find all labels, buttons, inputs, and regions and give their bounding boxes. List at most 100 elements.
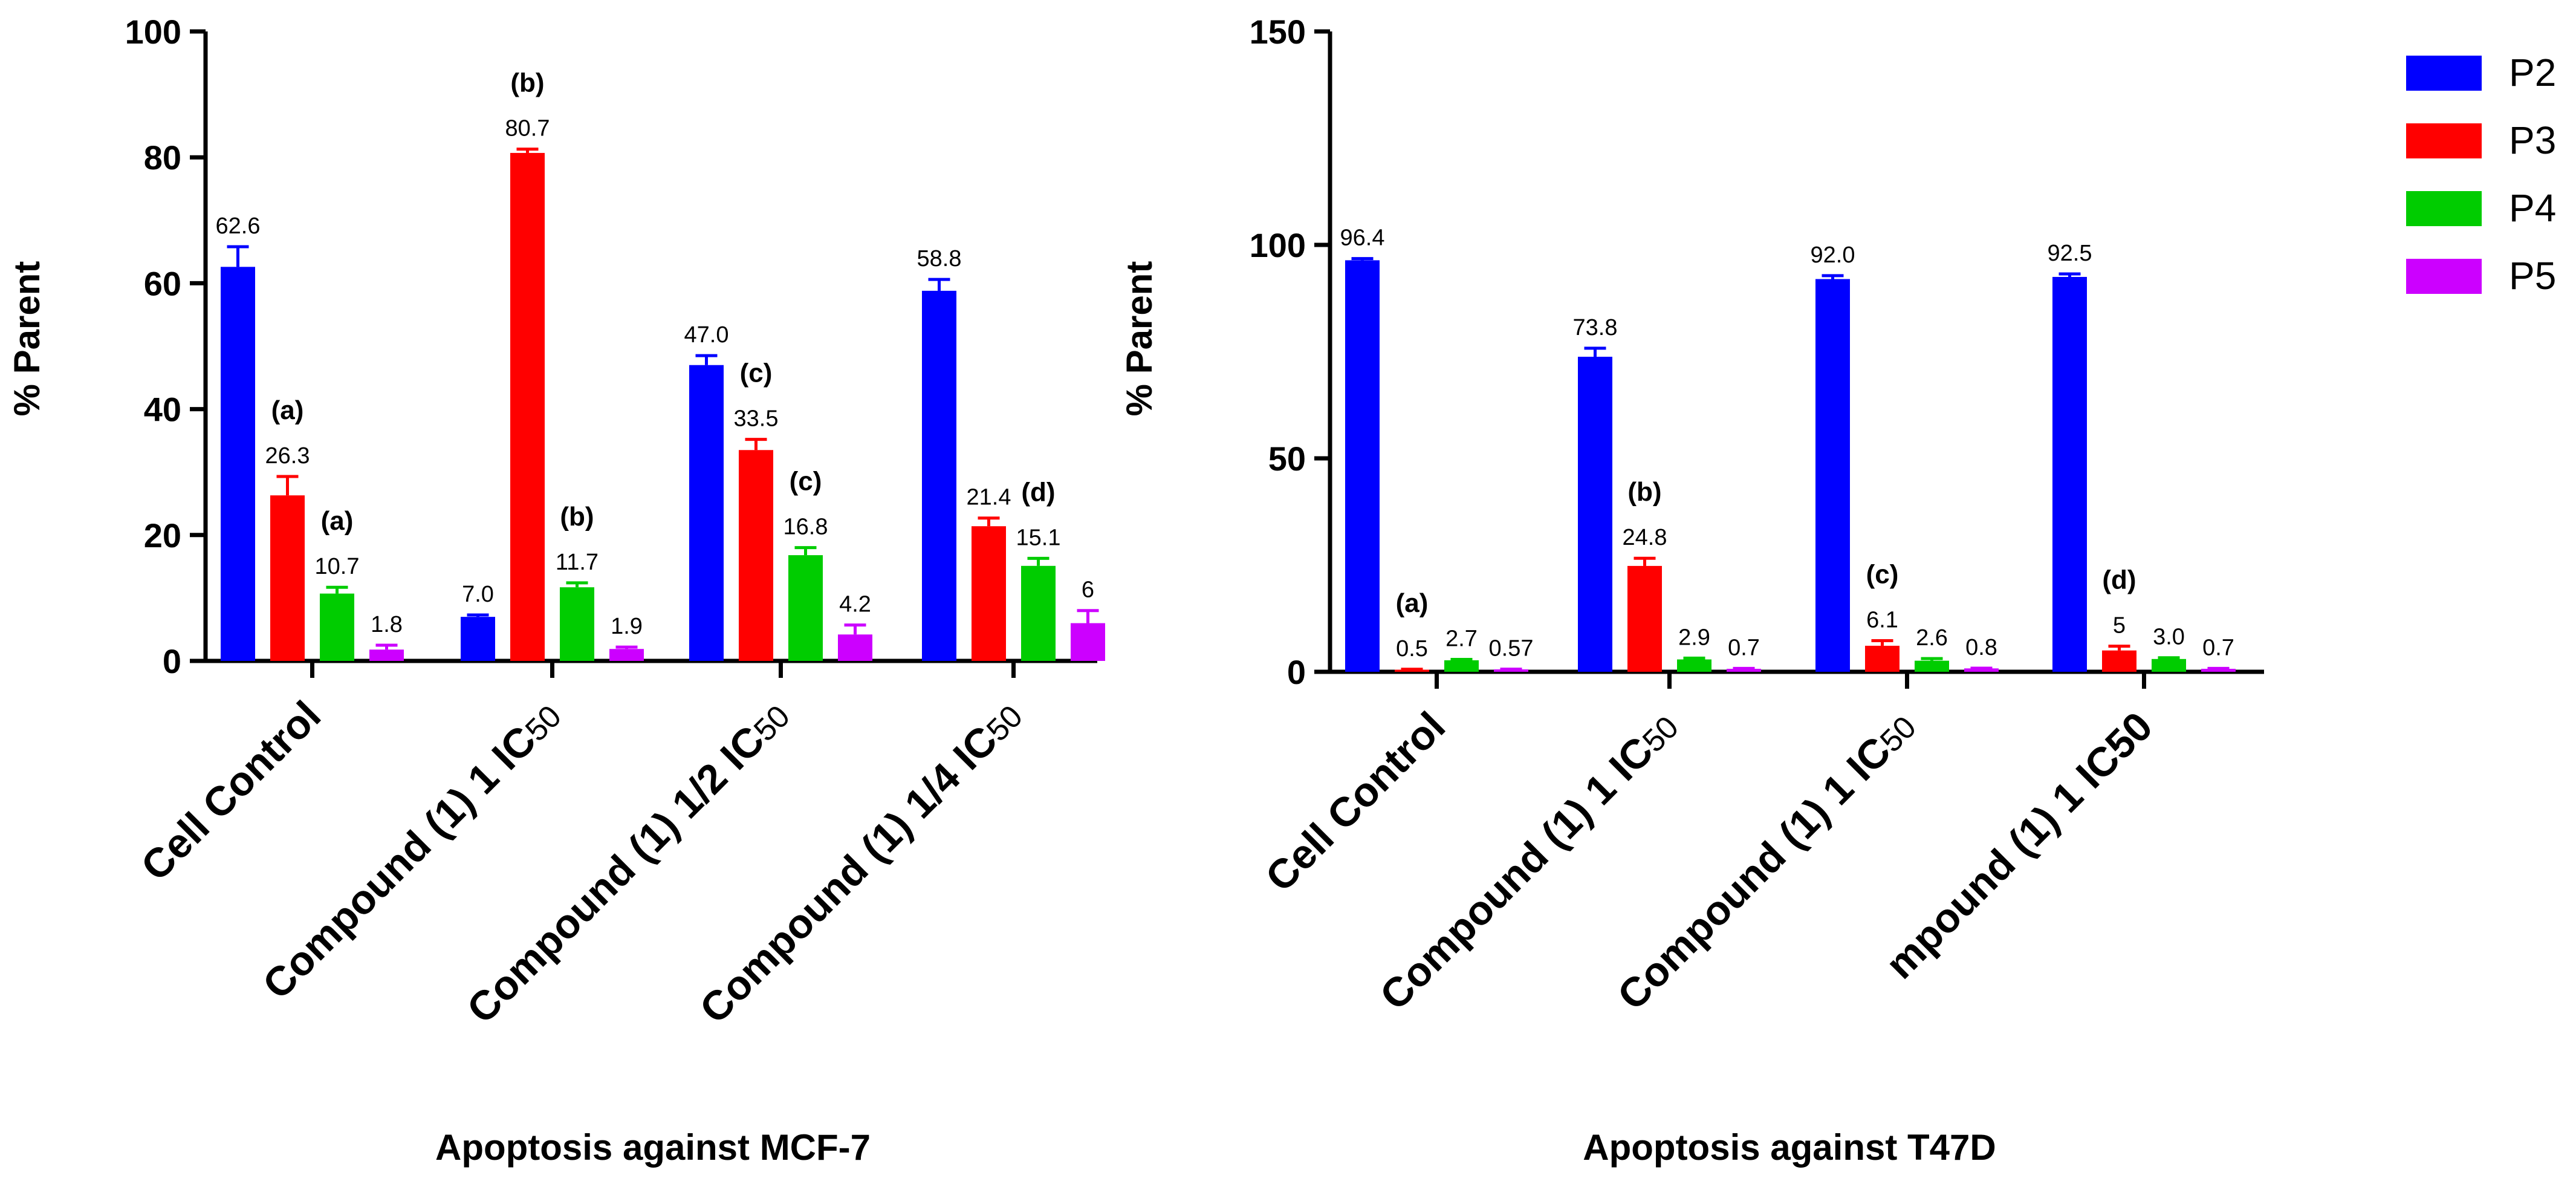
- significance-label: (b): [1627, 477, 1661, 507]
- bar-p2: [461, 617, 495, 661]
- y-tick-label: 150: [1250, 13, 1306, 51]
- bar-p4: [560, 587, 594, 661]
- bar-p3: [2102, 650, 2136, 672]
- x-tick-label: Cell Control: [132, 692, 329, 889]
- significance-label: (a): [1396, 588, 1429, 618]
- x-tick-label: Cell Control: [1257, 703, 1454, 900]
- bar-p5: [1964, 668, 1999, 672]
- bar-p5: [2201, 669, 2236, 672]
- bar-p5: [838, 634, 872, 661]
- data-label: 1.8: [371, 612, 403, 637]
- data-label: 47.0: [684, 322, 729, 348]
- data-label: 26.3: [265, 443, 310, 469]
- significance-label: (a): [321, 506, 354, 536]
- data-label: 2.6: [1916, 625, 1948, 651]
- t47d-chart: 0 50 100 150 % Parent Apoptosis against T47D 9…: [1119, 13, 2264, 1168]
- bar-p2: [2052, 276, 2087, 672]
- significance-label: (c): [790, 467, 822, 496]
- legend-label: P4: [2509, 186, 2556, 230]
- data-label: 62.6: [216, 213, 261, 239]
- bar-p2: [689, 365, 724, 661]
- data-label: 10.7: [315, 554, 360, 579]
- x-axis-title: Apoptosis against T47D: [1583, 1127, 1996, 1168]
- subscript: 50: [980, 698, 1030, 748]
- y-tick-label: 50: [1268, 440, 1306, 478]
- data-label: 21.4: [967, 485, 1011, 510]
- legend-swatch-p3: [2406, 123, 2482, 158]
- legend: P2 P3 P4 P5: [2406, 51, 2556, 298]
- bar-p2: [1815, 279, 1850, 672]
- legend-label: P2: [2509, 51, 2556, 94]
- y-tick-label: 20: [144, 516, 181, 554]
- data-label: 73.8: [1573, 315, 1618, 340]
- data-label: 80.7: [505, 116, 550, 141]
- data-label: 92.5: [2048, 241, 2092, 266]
- data-label: 96.4: [1340, 226, 1385, 251]
- bar-p2: [922, 290, 956, 662]
- y-tick-label: 0: [1287, 653, 1306, 691]
- y-axis-title: % Parent: [7, 261, 47, 417]
- legend-swatch-p4: [2406, 191, 2482, 226]
- bar-p4: [1021, 565, 1056, 661]
- legend-swatch-p5: [2406, 259, 2482, 294]
- data-label: 92.0: [1811, 242, 1855, 268]
- data-label: 7.0: [462, 582, 494, 607]
- significance-label: (b): [510, 68, 544, 98]
- bar-p3: [270, 495, 305, 661]
- y-tick-label: 40: [144, 391, 181, 429]
- data-label: 6: [1082, 577, 1094, 603]
- bar-p2: [1578, 356, 1612, 672]
- data-label: 6.1: [1866, 607, 1898, 633]
- y-tick-label: 80: [144, 138, 181, 177]
- y-tick-label: 100: [1250, 226, 1306, 264]
- data-label: 0.5: [1396, 636, 1428, 662]
- subscript: 50: [519, 698, 568, 748]
- data-label: 11.7: [556, 550, 599, 575]
- x-axis-title: Apoptosis against MCF-7: [435, 1127, 871, 1168]
- bar-p4: [1915, 660, 1949, 672]
- data-label: 5: [2113, 613, 2126, 639]
- mcf7-chart: 0 20 40 60 80 100 % Parent Apoptosis against MC…: [7, 13, 1105, 1168]
- data-label: 2.9: [1678, 625, 1710, 650]
- subscript: 50: [1874, 709, 1923, 759]
- y-tick-label: 100: [125, 13, 181, 51]
- data-label: 3.0: [2153, 625, 2185, 650]
- bar-p4: [788, 555, 823, 661]
- data-label: 0.8: [1965, 635, 1997, 660]
- bar-p5: [1071, 623, 1105, 661]
- significance-label: (c): [740, 359, 773, 388]
- bar-p5: [1727, 669, 1761, 672]
- legend-label: P5: [2509, 254, 2556, 298]
- subscript: 50: [747, 698, 797, 748]
- significance-label: (d): [1021, 477, 1055, 507]
- significance-label: (d): [2102, 565, 2136, 595]
- data-label: 1.9: [611, 614, 643, 639]
- legend-swatch-p2: [2406, 56, 2482, 91]
- bar-p3: [1627, 565, 1662, 672]
- bar-p4: [1677, 659, 1711, 672]
- data-label: 2.7: [1445, 626, 1478, 652]
- bar-p2: [1345, 260, 1380, 672]
- subscript: 50: [1636, 709, 1685, 759]
- bar-p3: [510, 152, 545, 662]
- data-label: 58.8: [917, 246, 962, 272]
- data-label: 0.57: [1489, 636, 1534, 662]
- bar-p3: [972, 526, 1006, 661]
- y-tick-label: 0: [163, 642, 181, 680]
- legend-label: P3: [2509, 119, 2556, 162]
- bar-p5: [609, 649, 644, 661]
- y-axis-title: % Parent: [1119, 261, 1160, 417]
- data-label: 15.1: [1016, 525, 1061, 550]
- data-label: 16.8: [784, 515, 828, 540]
- bar-p4: [1444, 660, 1479, 672]
- significance-label: (a): [271, 395, 304, 425]
- bar-p2: [221, 267, 255, 662]
- bar-p5: [369, 649, 404, 661]
- data-label: 4.2: [839, 592, 871, 617]
- y-tick-label: 60: [144, 264, 181, 302]
- data-label: 24.8: [1623, 525, 1667, 550]
- bar-p3: [1865, 645, 1900, 672]
- x-tick-label: mpound (1) 1 IC50: [1877, 703, 2162, 988]
- bar-p4: [2152, 659, 2186, 672]
